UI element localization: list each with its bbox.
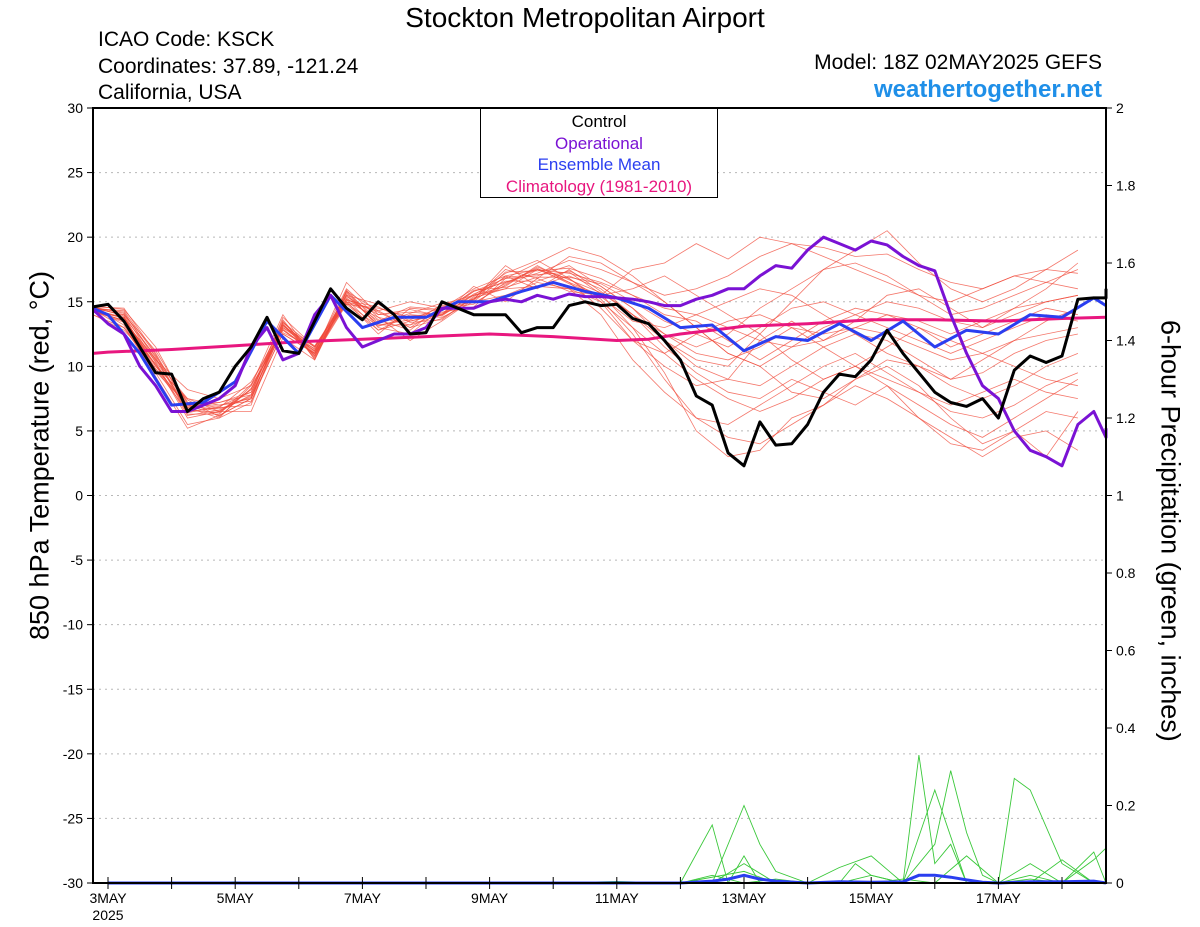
legend: Control Operational Ensemble Mean Climat… [480,108,718,198]
precip-member-line [616,777,1106,884]
series-line-control [92,287,1108,468]
chart-title: Stockton Metropolitan Airport [405,2,765,33]
ensemble-member-line [92,230,1079,409]
x-tick-label: 15MAY [849,890,895,906]
series-line-operational [91,235,1108,468]
legend-entry-operational: Operational [555,133,643,153]
y-tick-label: 25 [67,165,83,181]
legend-entry-ensemble-mean: Ensemble Mean [537,155,661,174]
axis-ticks: -30-25-20-15-10-505101520253000.20.40.60… [63,100,1136,923]
precip-mean-line [108,873,1107,885]
legend-entry-climatology: Climatology (1981-2010) [505,176,693,196]
location: California, USA [98,81,242,104]
ensemble-member-line [92,267,1078,414]
precipitation-series [108,755,1107,885]
y2-tick-label: 1 [1116,488,1124,504]
y-tick-label: -10 [63,617,83,633]
x-tick-label: 13MAY [722,890,768,906]
y-axis-label-left: 850 hPa Temperature (red, °C) [24,271,55,640]
y-tick-label: 30 [67,100,83,116]
y2-tick-label: 0 [1116,875,1124,891]
y-axis-label-right: 6-hour Precipitation (green, inches) [1155,320,1186,742]
y-tick-label: 20 [67,229,83,245]
y2-tick-label: 0.2 [1116,798,1136,814]
y2-tick-label: 1.2 [1116,410,1136,426]
model-run: Model: 18Z 02MAY2025 GEFS [814,51,1102,74]
y-tick-label: 10 [67,358,83,374]
y-tick-label: -25 [63,810,83,826]
precip-member-line [616,755,1106,885]
precip-member-line [616,770,1107,884]
y2-tick-label: 0.4 [1116,720,1136,736]
x-tick-label: 11MAY [595,890,639,906]
ensemble-member-line [92,266,1078,415]
y-tick-label: -15 [63,681,83,697]
x-tick-label: 3MAY [89,890,127,906]
y-tick-label: 15 [67,294,83,310]
icao-code: ICAO Code: KSCK [98,28,275,51]
y-tick-label: -30 [63,875,83,891]
ensemble-member-line [92,243,1078,416]
legend-entry-control: Control [571,112,627,131]
ensemble-member-line [92,247,1078,419]
y2-tick-label: 0.6 [1116,643,1136,659]
y-tick-label: 0 [75,488,83,504]
ensemble-member-line [92,270,1079,438]
x-tick-label: 5MAY [217,890,255,906]
coordinates: Coordinates: 37.89, -121.24 [98,55,359,78]
y-tick-label: 5 [75,423,83,439]
y2-tick-label: 1.6 [1116,255,1136,271]
y-tick-label: -5 [71,552,84,568]
x-tick-label: 7MAY [344,890,382,906]
y2-tick-label: 0.8 [1116,565,1136,581]
ensemble-member-line [92,271,1078,412]
ensemble-member-line [92,276,1078,418]
ensemble-member-line [92,267,1079,414]
y2-tick-label: 1.4 [1116,333,1136,349]
site-link[interactable]: weathertogether.net [873,76,1102,103]
y2-tick-label: 1.8 [1116,178,1136,194]
y-tick-label: -20 [63,746,83,762]
y2-tick-label: 2 [1116,100,1124,116]
main-series [91,235,1108,468]
x-tick-sublabel: 2025 [92,907,123,923]
ensemble-member-line [92,259,1078,451]
x-tick-label: 17MAY [976,890,1022,906]
series-line-ensemble-mean [92,280,1107,407]
x-tick-label: 9MAY [471,890,509,906]
